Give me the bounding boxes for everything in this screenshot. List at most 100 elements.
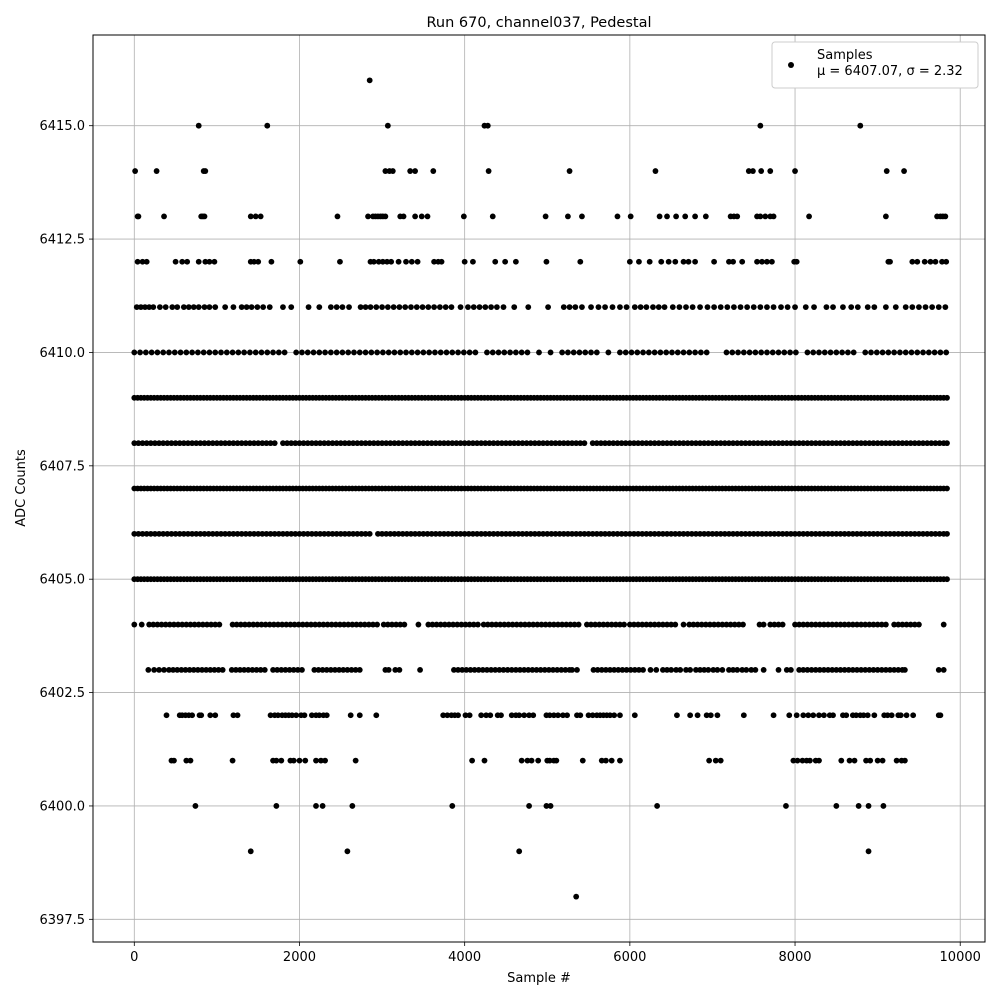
data-point <box>325 530 332 537</box>
data-point <box>901 168 907 174</box>
data-point <box>470 304 477 310</box>
data-point <box>792 349 799 356</box>
data-point <box>300 530 307 537</box>
data-point <box>176 440 183 447</box>
data-point <box>195 258 202 265</box>
data-point <box>259 530 266 537</box>
data-point <box>517 667 523 673</box>
data-point <box>598 440 604 447</box>
data-point <box>166 621 173 628</box>
data-point <box>379 530 385 537</box>
data-point <box>738 530 745 537</box>
data-point <box>887 440 893 447</box>
data-point <box>903 621 910 628</box>
data-point <box>222 304 229 310</box>
data-point <box>554 667 561 673</box>
data-point <box>705 667 712 673</box>
data-point <box>621 621 627 628</box>
data-point <box>664 213 670 220</box>
data-point <box>263 530 270 537</box>
data-point <box>152 530 158 537</box>
data-point <box>457 304 464 310</box>
data-point <box>462 712 469 719</box>
data-point <box>218 349 224 356</box>
data-point <box>849 530 856 537</box>
data-point <box>255 530 262 537</box>
data-point <box>682 213 689 220</box>
data-point <box>206 349 213 356</box>
data-point <box>687 667 694 673</box>
x-tick-label: 0 <box>130 950 138 965</box>
data-point <box>255 258 262 265</box>
data-point <box>500 667 507 673</box>
data-point <box>162 304 169 310</box>
data-point <box>346 304 352 310</box>
data-point <box>209 440 216 447</box>
data-point <box>420 530 427 537</box>
data-point <box>804 349 811 356</box>
data-point <box>863 757 869 764</box>
data-point <box>246 621 253 628</box>
data-point <box>132 168 139 174</box>
data-point <box>455 667 461 673</box>
data-points <box>131 77 950 900</box>
data-point <box>844 349 851 356</box>
data-point <box>816 621 823 628</box>
data-point <box>851 757 858 764</box>
data-point <box>745 168 752 174</box>
data-point <box>262 621 269 628</box>
data-point <box>293 349 300 356</box>
data-point <box>346 530 352 537</box>
data-point <box>166 349 172 356</box>
data-point <box>935 667 942 673</box>
data-point <box>354 440 361 447</box>
data-point <box>535 757 542 764</box>
data-point <box>436 440 443 447</box>
data-point <box>643 304 650 310</box>
data-point <box>230 304 237 310</box>
data-point <box>168 440 175 447</box>
data-point <box>816 712 822 719</box>
data-point <box>775 621 782 628</box>
data-point <box>403 349 409 356</box>
data-point <box>891 621 898 628</box>
data-point <box>754 258 760 265</box>
data-point <box>480 621 487 628</box>
data-point <box>942 213 949 220</box>
data-point <box>248 304 255 310</box>
data-point <box>582 349 589 356</box>
data-point <box>484 667 490 673</box>
data-point <box>368 349 375 356</box>
data-point <box>637 304 644 310</box>
data-point <box>665 258 672 265</box>
data-point <box>731 621 738 628</box>
data-point <box>238 304 245 310</box>
data-point <box>839 349 846 356</box>
data-point <box>825 621 831 628</box>
data-point <box>254 304 261 310</box>
data-point <box>201 530 208 537</box>
data-point <box>702 621 709 628</box>
data-point <box>735 349 741 356</box>
data-point <box>183 621 190 628</box>
data-point <box>887 530 893 537</box>
data-point <box>519 530 526 537</box>
data-point <box>296 757 303 764</box>
data-point <box>668 667 675 673</box>
data-point <box>762 213 769 220</box>
data-point <box>676 440 683 447</box>
data-point <box>937 712 944 719</box>
data-point <box>160 440 167 447</box>
data-point <box>412 440 419 447</box>
data-point <box>808 530 815 537</box>
data-point <box>548 530 555 537</box>
data-point <box>680 530 687 537</box>
data-point <box>302 757 309 764</box>
data-point <box>879 757 886 764</box>
data-point <box>449 530 456 537</box>
data-point <box>796 621 803 628</box>
data-point <box>821 621 827 628</box>
data-point <box>781 349 788 356</box>
data-point <box>760 621 767 628</box>
data-point <box>134 258 141 265</box>
